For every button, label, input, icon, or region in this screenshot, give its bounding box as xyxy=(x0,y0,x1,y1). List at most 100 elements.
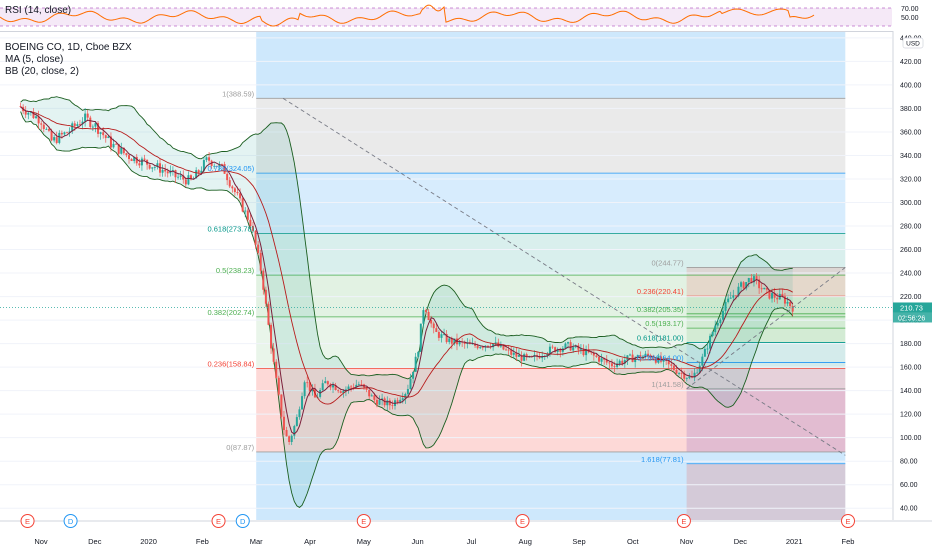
price-tick-13: 180.00 xyxy=(900,341,922,348)
candle-body-229 xyxy=(610,363,613,367)
countdown-value: 02:56:26 xyxy=(898,315,925,322)
candle-body-217 xyxy=(579,348,582,350)
candle-body-92 xyxy=(257,244,260,253)
candle-body-176 xyxy=(474,343,477,346)
candle-body-118 xyxy=(324,381,327,384)
candle-body-276 xyxy=(732,295,735,298)
time-tick-8: Jul xyxy=(467,537,477,546)
candle-body-11 xyxy=(47,128,50,131)
candle-body-283 xyxy=(750,277,753,283)
time-tick-7: Jun xyxy=(412,537,424,546)
candle-body-172 xyxy=(463,342,466,345)
candle-body-15 xyxy=(58,132,61,143)
candle-body-261 xyxy=(693,372,696,378)
candle-body-150 xyxy=(406,389,409,395)
ma-line-path xyxy=(20,106,794,435)
candle-body-299 xyxy=(791,306,794,312)
candle-body-105 xyxy=(290,435,293,442)
candle-body-193 xyxy=(517,354,520,357)
candle-body-127 xyxy=(347,386,350,390)
time-tick-9: Aug xyxy=(519,537,532,546)
candle-body-22 xyxy=(76,124,79,126)
candle-body-157 xyxy=(424,310,427,312)
candle-body-125 xyxy=(342,390,345,393)
symbol-title-text: BOEING CO, 1D, Cboe BZX xyxy=(5,42,132,53)
event-marker-6 xyxy=(676,514,691,528)
candle-body-273 xyxy=(724,301,727,311)
candle-body-264 xyxy=(701,356,704,366)
fib2-label-1: 0.236(220.41) xyxy=(637,287,684,296)
candle-body-50 xyxy=(148,164,151,169)
candle-body-72 xyxy=(205,157,208,161)
candle-body-263 xyxy=(698,365,701,373)
price-tick-16: 120.00 xyxy=(900,412,922,419)
time-tick-4: Mar xyxy=(250,537,263,546)
price-tick-11: 220.00 xyxy=(900,294,922,301)
candle-body-52 xyxy=(153,167,156,168)
fib2-zone-0 xyxy=(686,267,846,297)
bb-legend[interactable]: BB (20, close, 2) xyxy=(5,66,79,77)
time-tick-15: Feb xyxy=(842,537,855,546)
candle-body-190 xyxy=(510,349,513,355)
time-axis[interactable]: Nov Dec 2020 Feb Mar Apr May Jun Jul Aug Sep Oct Nov… xyxy=(0,520,932,550)
candle-body-219 xyxy=(585,349,588,356)
price-tick-20: 40.00 xyxy=(900,506,918,513)
candle-body-107 xyxy=(295,417,298,427)
candle-body-258 xyxy=(685,378,688,379)
candle-body-6 xyxy=(35,116,38,119)
price-axis[interactable]: 440.00420.00400.00380.00360.00340.00320.… xyxy=(0,31,932,551)
price-tick-17: 100.00 xyxy=(900,435,922,442)
candle-body-102 xyxy=(282,416,285,431)
candle-body-253 xyxy=(672,365,675,370)
rsi-tick-70: 70.00 xyxy=(901,6,919,13)
candle-body-34 xyxy=(107,136,110,139)
candle-body-147 xyxy=(399,399,402,403)
ma-legend[interactable]: MA (5, close) xyxy=(5,54,63,65)
candle-body-38 xyxy=(117,143,120,154)
candle-body-236 xyxy=(629,354,632,356)
candle-body-29 xyxy=(94,123,97,127)
candle-body-132 xyxy=(360,384,363,385)
fib2-label-4: 0.618(181.00) xyxy=(637,333,684,342)
fib-label-1: 0.786(324.05) xyxy=(207,164,254,173)
candle-body-4 xyxy=(29,111,32,113)
bb-label: BB (20, close, 2) xyxy=(5,66,79,77)
candle-body-289 xyxy=(765,287,768,290)
candle-body-55 xyxy=(161,169,164,173)
candle-body-0 xyxy=(19,106,22,107)
fib2-zone-2 xyxy=(686,342,846,389)
candle-body-101 xyxy=(280,394,283,417)
candle-body-89 xyxy=(249,219,252,227)
last-price-badge xyxy=(893,302,932,313)
candle-body-27 xyxy=(89,117,92,127)
candle-body-98 xyxy=(272,348,275,362)
candle-body-281 xyxy=(745,281,748,289)
rsi-line xyxy=(0,4,815,27)
candle-body-110 xyxy=(303,382,306,397)
candle-body-194 xyxy=(520,354,523,361)
time-tick-2: 2020 xyxy=(140,537,157,546)
candle-body-39 xyxy=(120,147,123,154)
rsi-legend[interactable]: RSI (14, close) xyxy=(5,5,71,16)
candle-body-12 xyxy=(50,130,53,141)
candle-body-5 xyxy=(32,111,35,119)
symbol-title[interactable]: BOEING CO, 1D, Cboe BZX xyxy=(5,42,132,53)
candle-body-129 xyxy=(352,387,355,388)
candle-body-186 xyxy=(499,344,502,347)
candle-body-224 xyxy=(598,356,601,362)
rsi-band xyxy=(0,8,892,26)
candle-body-238 xyxy=(634,357,637,363)
candle-body-41 xyxy=(125,153,128,156)
candle-body-189 xyxy=(507,349,510,351)
price-tick-4: 360.00 xyxy=(900,129,922,136)
candle-body-230 xyxy=(613,366,616,368)
event-letter-4: E xyxy=(361,517,366,526)
candle-body-152 xyxy=(412,371,415,379)
candle-body-3 xyxy=(27,112,30,115)
candle-body-113 xyxy=(311,389,314,392)
candle-body-63 xyxy=(182,175,185,180)
fib-label-2: 0.618(273.78) xyxy=(207,224,254,233)
candle-body-227 xyxy=(605,359,608,363)
candle-body-124 xyxy=(339,391,342,393)
